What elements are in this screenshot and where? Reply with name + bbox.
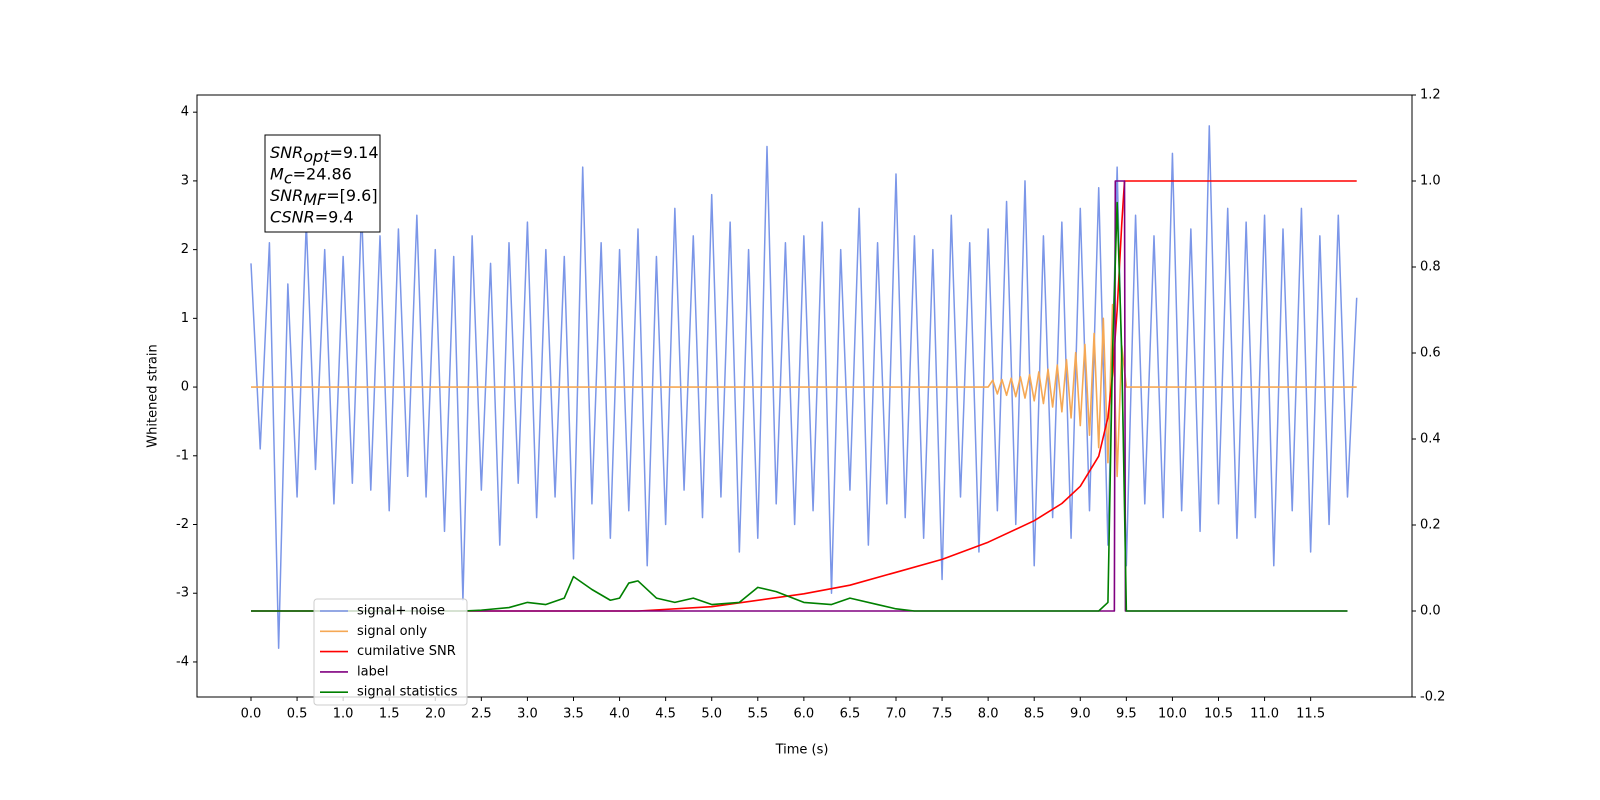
annotation-value: =9.4 [315,207,354,226]
x-tick-label: 5.0 [701,707,722,722]
annotation-value: =9.14 [329,143,378,162]
annotation-symbol: CSNR [270,207,315,226]
y-tick-label: 4 [181,105,189,120]
annotation-value: =24.86 [293,164,352,183]
x-tick-label: 6.5 [840,707,861,722]
x-tick-label: 7.5 [932,707,953,722]
y-tick-label: -1 [176,448,189,463]
x-tick-label: 10.0 [1158,707,1187,722]
x-tick-label: 8.5 [1024,707,1045,722]
y-tick-label: 2 [181,242,189,257]
legend-label: label [357,664,388,679]
legend-frame [313,598,468,706]
y2-tick-label: 0.0 [1420,604,1441,619]
annotation-line: SNRMF=[9.6] [270,186,378,209]
x-tick-label: 3.5 [563,707,584,722]
x-tick-label: 11.5 [1296,707,1325,722]
x-tick-label: 2.5 [471,707,492,722]
legend-label: signal statistics [357,685,458,700]
legend-label: signal only [357,624,427,639]
x-tick-label: 10.5 [1204,707,1233,722]
x-tick-label: 6.0 [794,707,815,722]
legend-label: cumilative SNR [357,644,456,659]
annotation-subscript: opt [303,147,330,166]
annotation-line: SNRopt=9.14 [270,143,379,166]
annotation-symbol: SNR [270,143,303,162]
y2-tick-label: 0.2 [1420,518,1441,533]
y-tick-label: -2 [176,517,189,532]
x-tick-label: 9.5 [1116,707,1137,722]
y-tick-label: 0 [181,380,189,395]
x-tick-label: 0.5 [287,707,308,722]
annotation-frame [264,134,381,233]
x-tick-label: 0.0 [241,707,262,722]
x-tick-label: 4.0 [609,707,630,722]
plot-frame [196,94,1413,698]
y-tick-label: 3 [181,173,189,188]
legend: signal+ noise signal only cumilative SNR la… [313,598,468,706]
annotation-subscript: c [284,168,293,187]
annotation-line: Mc=24.86 [270,164,352,187]
y2-tick-label: 0.4 [1420,432,1441,447]
y-axis-label: Whitened strain [146,344,161,447]
y2-tick-label: 1.2 [1420,88,1441,103]
x-tick-label: 11.0 [1250,707,1279,722]
annotation-symbol: M [270,164,284,183]
legend-label: signal+ noise [357,604,445,619]
x-tick-label: 1.5 [379,707,400,722]
x-tick-label: 5.5 [747,707,768,722]
annotation-symbol: SNR [270,186,303,205]
y2-tick-label: 1.0 [1420,174,1441,189]
y-tick-label: -3 [176,586,189,601]
annotation-subscript: MF [303,190,327,209]
x-tick-label: 1.0 [333,707,354,722]
x-tick-label: 8.0 [978,707,999,722]
series-line [251,303,1357,478]
y2-tick-label: 0.6 [1420,346,1441,361]
x-tick-label: 9.0 [1070,707,1091,722]
y-tick-label: -4 [176,654,189,669]
series-line [251,201,1348,612]
x-tick-label: 3.0 [517,707,538,722]
x-tick-label: 2.0 [425,707,446,722]
y2-tick-label: 0.8 [1420,260,1441,275]
x-axis-label: Time (s) [775,743,829,758]
y2-tick-label: -0.2 [1420,690,1445,705]
annotation-value: =[9.6] [326,186,377,205]
x-tick-label: 7.0 [886,707,907,722]
y-tick-label: 1 [181,311,189,326]
series-line [250,125,1358,649]
x-tick-label: 4.5 [655,707,676,722]
annotation-line: CSNR=9.4 [270,207,354,226]
